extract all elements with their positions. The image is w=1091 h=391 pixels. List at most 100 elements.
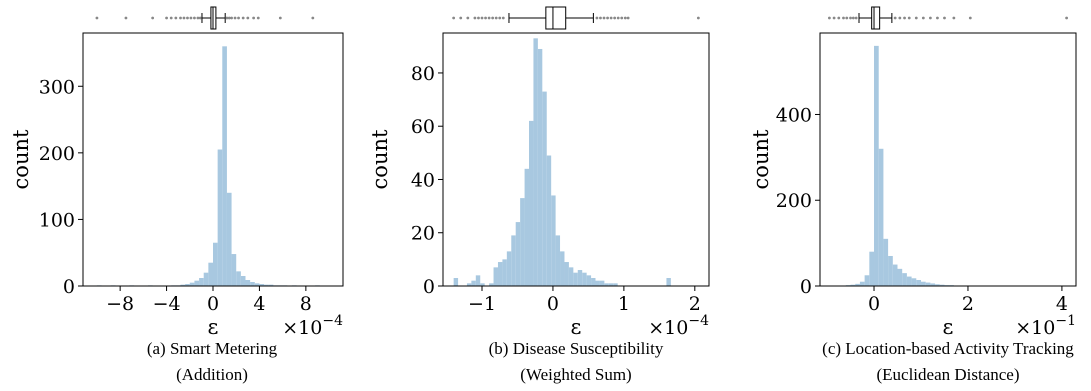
boxplot bbox=[452, 6, 700, 30]
histogram-bar bbox=[222, 46, 227, 286]
x-tick-label: 2 bbox=[962, 293, 974, 315]
y-tick-label: 80 bbox=[411, 63, 435, 85]
boxplot-flier bbox=[943, 16, 946, 20]
histogram-bar bbox=[529, 120, 534, 286]
histogram-bar bbox=[180, 284, 186, 286]
histogram-bar bbox=[245, 280, 251, 286]
boxplot-flier bbox=[968, 16, 972, 20]
y-axis-label: count bbox=[368, 129, 392, 189]
boxplot-flier bbox=[227, 16, 231, 20]
histogram-bar bbox=[897, 268, 903, 286]
boxplot-flier bbox=[480, 16, 484, 20]
boxplot-flier bbox=[602, 16, 606, 20]
boxplot-flier bbox=[613, 16, 617, 20]
chart-panel-2: 0 20 40 60 80 −1 0 1 2 ε count ×10−4(b) Disease Sus… bbox=[368, 6, 710, 384]
histogram-bar bbox=[453, 278, 459, 286]
y-tick-label: 0 bbox=[423, 276, 435, 298]
boxplot-flier bbox=[189, 16, 193, 20]
histogram-bar bbox=[240, 276, 246, 286]
subfigure-caption-sub: (Weighted Sum) bbox=[520, 365, 631, 384]
histogram-bar bbox=[859, 281, 865, 286]
histogram-bar bbox=[555, 235, 561, 286]
chart-panel-1: 0 100 200 300 −8 −4 0 4 8 ε count ×10−4(a) Smart Me… bbox=[9, 6, 344, 384]
histogram-bar bbox=[613, 283, 618, 286]
histogram-bar bbox=[264, 284, 269, 286]
histogram-bar bbox=[268, 284, 274, 286]
x-tick-label: 0 bbox=[207, 293, 219, 315]
histogram-bar bbox=[259, 284, 265, 286]
histogram-bar bbox=[911, 278, 917, 286]
histogram-bar bbox=[906, 276, 912, 286]
boxplot-flier bbox=[256, 16, 260, 20]
boxplot-flier bbox=[241, 16, 245, 20]
boxplot-flier bbox=[928, 16, 932, 20]
x-tick-label: 2 bbox=[689, 293, 701, 315]
histogram-bar bbox=[475, 275, 481, 286]
boxplot-flier bbox=[198, 16, 202, 20]
histogram-bar bbox=[515, 222, 521, 286]
boxplot-flier bbox=[124, 16, 128, 20]
histogram-bar bbox=[850, 284, 856, 286]
boxplot-flier bbox=[174, 16, 178, 20]
y-tick-label: 200 bbox=[39, 143, 75, 165]
histogram-bar bbox=[568, 267, 574, 286]
boxplot-flier bbox=[473, 16, 477, 20]
boxplot-flier bbox=[842, 16, 845, 20]
boxplot-flier bbox=[903, 16, 906, 20]
boxplot-flier bbox=[914, 16, 918, 20]
x-axis-label: ε bbox=[943, 315, 954, 339]
histogram-bar bbox=[939, 284, 945, 286]
y-tick-label: 20 bbox=[411, 223, 435, 245]
box-iqr bbox=[545, 6, 567, 30]
histogram-bar bbox=[254, 283, 260, 286]
boxplot-flier bbox=[477, 16, 480, 20]
boxplot-flier bbox=[898, 16, 902, 20]
histogram-bar bbox=[194, 280, 200, 286]
histogram-bar bbox=[217, 149, 223, 286]
boxplot-flier bbox=[1065, 16, 1069, 20]
histogram-bar bbox=[582, 272, 587, 286]
y-tick-label: 200 bbox=[776, 190, 812, 212]
subfigure-caption-sub: (Addition) bbox=[176, 365, 248, 384]
histogram-bar bbox=[502, 259, 507, 286]
histogram-bar bbox=[489, 283, 494, 286]
boxplot-flier bbox=[851, 16, 855, 20]
histogram-bar bbox=[874, 45, 879, 286]
boxplot-flier bbox=[230, 16, 233, 20]
boxplot-flier bbox=[606, 16, 609, 20]
histogram-bar bbox=[855, 283, 860, 286]
boxplot-flier bbox=[936, 16, 939, 20]
boxplot-flier bbox=[501, 16, 505, 20]
histogram-bar bbox=[864, 275, 870, 286]
subfigure-caption: (c) Location-based Activity Tracking bbox=[822, 339, 1074, 358]
histogram-bar bbox=[925, 282, 931, 286]
boxplot-flier bbox=[599, 16, 602, 20]
boxplot-flier bbox=[179, 16, 182, 20]
histogram-bar bbox=[878, 148, 884, 286]
x-tick-label: 4 bbox=[253, 293, 265, 315]
x-axis-label: ε bbox=[571, 315, 582, 339]
histogram-bar bbox=[533, 38, 538, 286]
boxplot-flier bbox=[193, 16, 196, 20]
subfigure-caption: (a) Smart Metering bbox=[147, 339, 278, 358]
histogram-bar bbox=[511, 235, 516, 286]
axes-frame bbox=[819, 32, 1077, 287]
boxplot-flier bbox=[151, 16, 155, 20]
histogram-bar bbox=[560, 251, 565, 286]
box-iqr bbox=[871, 6, 881, 30]
boxplot-flier bbox=[849, 16, 852, 20]
histogram-bar bbox=[869, 251, 875, 286]
boxplot-flier bbox=[95, 16, 99, 20]
histogram-bar bbox=[466, 283, 472, 286]
histogram-bar bbox=[189, 282, 195, 286]
boxplot-flier bbox=[466, 16, 470, 20]
boxplot-flier bbox=[237, 16, 240, 20]
boxplot-flier bbox=[225, 16, 229, 20]
histogram-bar bbox=[506, 251, 512, 286]
boxplot-flier bbox=[246, 16, 250, 20]
histogram-bar bbox=[520, 198, 525, 286]
histogram-bar bbox=[573, 272, 578, 286]
boxplot-flier bbox=[893, 16, 897, 20]
histogram-bar bbox=[595, 280, 600, 286]
